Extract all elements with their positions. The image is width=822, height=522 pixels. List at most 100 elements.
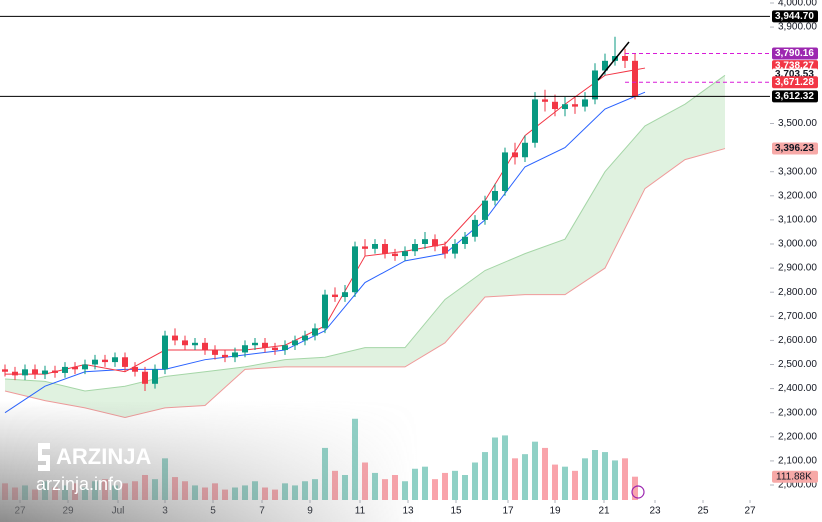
candle-body <box>462 236 468 244</box>
y-tick-label: 2,500.00 <box>778 359 817 370</box>
candle-body <box>522 142 528 158</box>
candle-body <box>362 246 368 249</box>
candle-body <box>602 60 608 71</box>
candle-body <box>532 99 538 143</box>
candle-body <box>252 342 258 346</box>
candle-body <box>102 359 108 363</box>
price-label-bg <box>772 142 818 155</box>
price-label: 3,671.28 <box>775 77 814 88</box>
candle-body <box>582 99 588 107</box>
replay-icon[interactable] <box>631 485 645 499</box>
candle-body <box>92 359 98 365</box>
candle-body <box>22 369 28 376</box>
candle-body <box>152 369 158 384</box>
volume-bar <box>492 437 498 500</box>
volume-bar <box>442 472 448 500</box>
price-label-bg <box>772 90 818 103</box>
candle-body <box>12 371 18 376</box>
volume-bar <box>602 452 608 500</box>
candle-body <box>32 369 38 375</box>
candle-body <box>182 340 188 346</box>
cloud-fill <box>5 75 725 418</box>
candle-body <box>382 243 388 254</box>
price-label-bg <box>772 76 818 89</box>
candle-body <box>562 104 568 110</box>
candle-body <box>122 357 128 367</box>
volume-bar <box>552 464 558 500</box>
y-tick-label: 4,000.00 <box>778 0 817 9</box>
volume-bar <box>422 466 428 500</box>
candle-body <box>392 253 398 257</box>
candle-body <box>332 294 338 298</box>
volume-bar <box>462 475 468 500</box>
candle-body <box>192 342 198 346</box>
candle-body <box>242 345 248 353</box>
volume-bar <box>612 460 618 500</box>
price-label: 3,703.53 <box>775 69 814 80</box>
y-tick-label: 3,000.00 <box>778 239 817 250</box>
y-tick-label: 2,400.00 <box>778 383 817 394</box>
x-tick-label: 21 <box>598 506 610 517</box>
candle-body <box>72 366 78 370</box>
candle-body <box>312 328 318 336</box>
price-label: 3,944.70 <box>775 11 814 22</box>
y-tick-label: 3,100.00 <box>778 215 817 226</box>
candle-body <box>592 70 598 100</box>
volume-bar <box>452 470 458 500</box>
candle-body <box>112 357 118 363</box>
volume-bar <box>522 454 528 500</box>
volume-label: 111.88K <box>776 471 812 482</box>
candle-body <box>452 243 458 254</box>
candle-body <box>322 294 328 329</box>
y-tick-label: 2,000.00 <box>778 480 817 491</box>
candle-body <box>62 366 68 373</box>
y-tick-label: 2,600.00 <box>778 335 817 346</box>
candle-body <box>262 342 268 348</box>
candle-body <box>372 243 378 249</box>
volume-bar <box>562 466 568 500</box>
candle-body <box>512 152 518 158</box>
y-tick-label: 2,800.00 <box>778 287 817 298</box>
price-label: 3,396.23 <box>775 143 814 154</box>
volume-bar <box>502 435 508 500</box>
candle-body <box>82 364 88 370</box>
volume-bar <box>512 458 518 500</box>
price-label-bg <box>772 47 818 60</box>
volume-bar <box>622 458 628 500</box>
y-tick-label: 2,900.00 <box>778 263 817 274</box>
price-label: 3,612.32 <box>775 91 814 102</box>
price-label: 3,738.27 <box>775 61 814 72</box>
candle-body <box>42 370 48 375</box>
candle-body <box>142 371 148 384</box>
y-tick-label: 2,200.00 <box>778 431 817 442</box>
volume-bar <box>572 470 578 500</box>
trend-line <box>597 41 630 81</box>
volume-bar <box>532 441 538 500</box>
y-tick-label: 3,500.00 <box>778 118 817 129</box>
price-label: 3,790.16 <box>775 48 814 59</box>
candle-body <box>472 219 478 237</box>
candle-body <box>162 335 168 370</box>
candle-body <box>572 104 578 107</box>
watermark-shade <box>0 400 420 522</box>
candle-body <box>212 350 218 355</box>
candle-body <box>272 347 278 351</box>
watermark-logo <box>38 443 50 471</box>
candle-body <box>482 200 488 220</box>
candle-body <box>492 190 498 201</box>
candle-body <box>402 251 408 257</box>
volume-bar <box>542 447 548 500</box>
price-label-bg <box>772 10 818 23</box>
x-tick-label: 15 <box>450 506 462 517</box>
candle-body <box>202 342 208 351</box>
watermark-brand: ARZINJA <box>56 444 151 469</box>
watermark-site: arzinja.info <box>36 474 123 494</box>
candle-body <box>292 340 298 346</box>
y-tick-label: 3,300.00 <box>778 166 817 177</box>
y-tick-label: 3,900.00 <box>778 22 817 33</box>
candle-body <box>622 56 628 61</box>
candle-body <box>632 60 638 97</box>
volume-bar <box>482 452 488 500</box>
volume-bar <box>592 450 598 500</box>
